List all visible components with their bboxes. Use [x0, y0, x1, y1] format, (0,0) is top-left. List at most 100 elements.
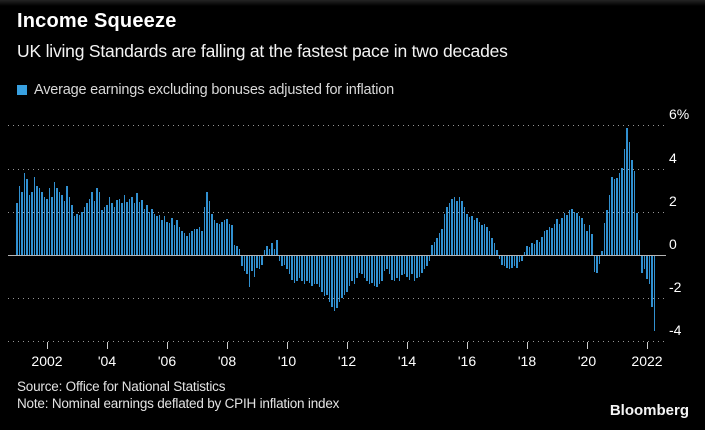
bar: [303, 256, 306, 285]
bar: [598, 256, 601, 264]
bar: [216, 222, 218, 255]
bar: [93, 201, 96, 255]
bar: [118, 198, 121, 255]
bar: [331, 256, 333, 307]
bar: [393, 256, 396, 281]
bar: [338, 256, 341, 303]
bar: [376, 256, 378, 288]
legend-swatch-icon: [17, 85, 27, 95]
bar: [71, 205, 73, 255]
bar: [171, 218, 173, 255]
bar: [138, 202, 141, 255]
bar: [428, 256, 431, 262]
bar: [143, 208, 146, 255]
bar: [211, 213, 213, 255]
bar: [443, 213, 446, 255]
x-axis-label: '16: [457, 353, 477, 369]
bar: [321, 256, 323, 292]
bar: [173, 224, 176, 255]
bar: [548, 226, 551, 255]
bar: [571, 208, 573, 255]
bar: [431, 245, 433, 255]
bar: [308, 256, 311, 283]
bar: [233, 245, 236, 255]
bar: [451, 198, 453, 255]
bar: [591, 234, 593, 255]
bar: [126, 202, 128, 255]
bar: [296, 256, 298, 281]
bar: [566, 215, 568, 255]
bar: [221, 221, 223, 255]
bar: [581, 218, 583, 255]
x-axis-tick: [646, 342, 648, 349]
legend-label: Average earnings excluding bonuses adjus…: [34, 82, 394, 98]
bar: [91, 192, 93, 255]
bar: [628, 141, 631, 255]
bar: [286, 256, 288, 269]
bar: [586, 231, 588, 255]
bar: [121, 203, 123, 255]
bar: [246, 256, 248, 275]
bar: [503, 256, 506, 266]
x-axis-label: '12: [337, 353, 357, 369]
bar: [536, 239, 538, 255]
x-axis-label: '04: [97, 353, 117, 369]
bar: [36, 185, 38, 255]
bar: [148, 211, 151, 255]
bar: [166, 221, 168, 255]
bar: [51, 196, 53, 255]
bar: [553, 223, 556, 255]
bar: [626, 127, 628, 255]
bar: [43, 196, 46, 255]
bar: [501, 256, 503, 265]
bloomberg-logo: Bloomberg: [609, 402, 689, 419]
y-axis-label: 2: [669, 192, 677, 209]
bar: [63, 201, 66, 255]
bar: [326, 256, 328, 295]
bar: [131, 196, 133, 255]
bar: [256, 256, 258, 268]
bar: [206, 192, 208, 255]
bar: [23, 172, 26, 255]
bar: [261, 256, 263, 265]
bar: [406, 256, 408, 277]
bar: [268, 248, 271, 255]
bar: [361, 256, 363, 275]
bar: [606, 209, 608, 255]
bar: [348, 256, 351, 287]
bar: [538, 242, 541, 255]
bar: [351, 256, 353, 281]
bar: [391, 256, 393, 280]
bar: [101, 209, 103, 255]
bar: [651, 256, 653, 307]
bar: [588, 224, 591, 255]
y-axis-label: 4: [669, 149, 677, 166]
bar: [243, 256, 246, 272]
bar: [368, 256, 371, 285]
x-axis-tick: [286, 342, 288, 349]
bar: [278, 256, 281, 262]
bar: [73, 216, 76, 255]
bar: [573, 211, 576, 255]
x-axis-tick: [406, 342, 408, 349]
bar: [441, 229, 443, 255]
bar: [643, 256, 646, 269]
bar: [266, 246, 268, 255]
bar: [488, 231, 491, 255]
bar: [518, 256, 521, 263]
bar: [298, 256, 301, 278]
bar: [516, 256, 518, 268]
bar: [521, 256, 523, 262]
bar: [423, 256, 426, 269]
bar: [66, 185, 68, 255]
gridline: [8, 341, 666, 343]
y-axis-label: -2: [669, 279, 682, 296]
bar: [291, 256, 293, 280]
bar: [248, 256, 251, 288]
bar: [496, 249, 498, 255]
bar: [283, 256, 286, 265]
bar: [603, 222, 606, 255]
bar: [83, 207, 86, 255]
bar: [398, 256, 401, 281]
bar: [38, 188, 41, 255]
